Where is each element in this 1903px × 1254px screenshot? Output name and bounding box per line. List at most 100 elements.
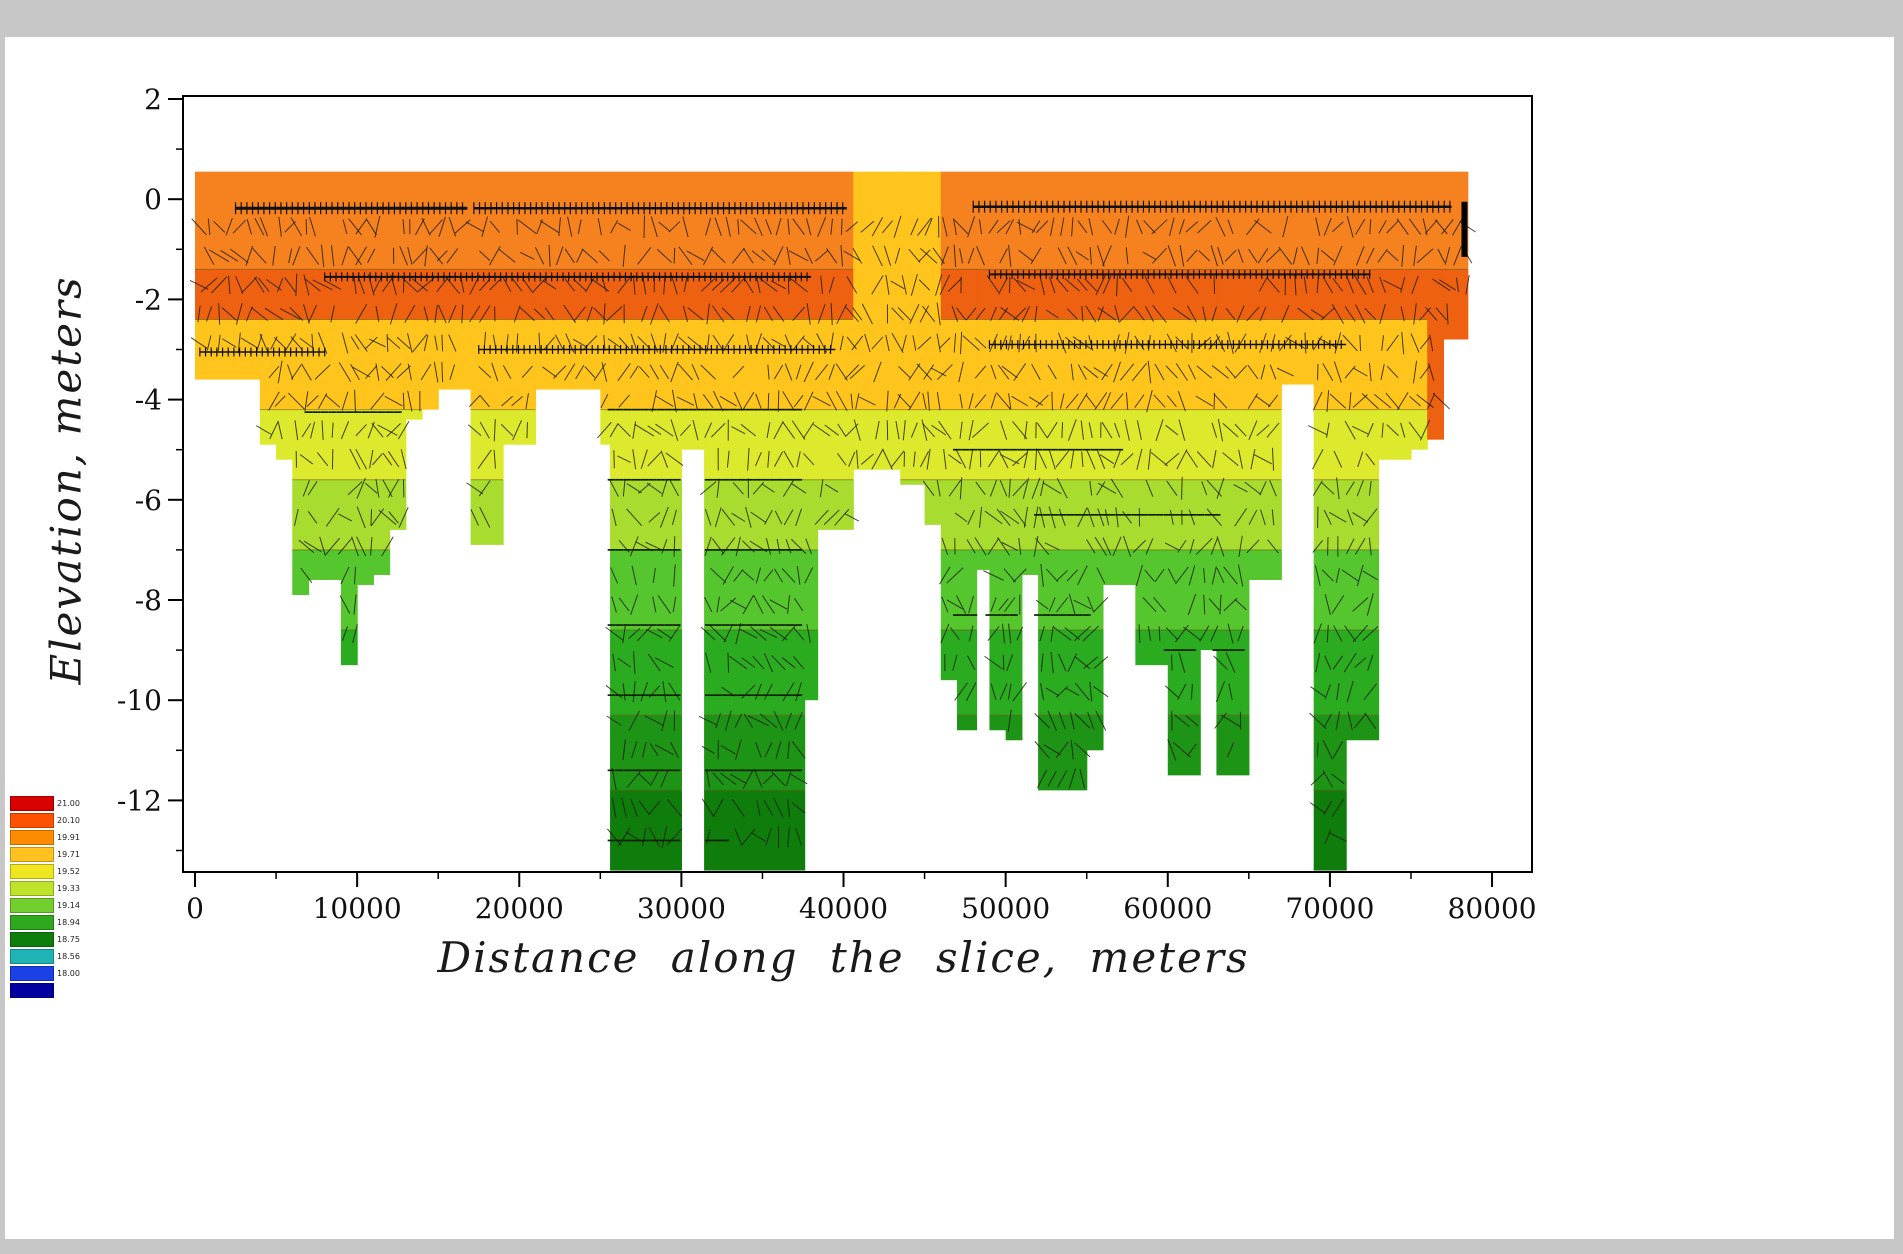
vector-stroke (875, 420, 880, 440)
vector-stroke (704, 536, 712, 557)
contour-band (1346, 269, 1380, 320)
vector-stroke (640, 682, 649, 702)
vector-stroke (488, 246, 501, 266)
vector-stroke (241, 276, 258, 294)
vector-stroke (1321, 569, 1334, 582)
vector-stroke (1102, 392, 1112, 411)
vector-stroke (978, 219, 983, 235)
vector-stroke (289, 306, 304, 321)
vector-stroke (454, 219, 471, 235)
vector-stroke (817, 304, 826, 324)
vector-stroke (1380, 364, 1385, 380)
vector-stroke (617, 657, 631, 668)
vector-stroke (316, 452, 329, 467)
vector-stroke (1452, 217, 1463, 236)
vector-stroke (1234, 508, 1247, 527)
vector-stroke (976, 246, 985, 266)
contour-band (1086, 715, 1104, 751)
vector-stroke (1035, 333, 1037, 353)
vector-stroke (501, 395, 514, 407)
vector-stroke (731, 277, 746, 293)
vector-stroke (512, 420, 523, 441)
contour-band (940, 479, 958, 550)
vector-stroke (953, 333, 957, 353)
legend-entry: 19.91 (10, 829, 80, 846)
contour-band (340, 630, 358, 666)
x-tick-label: 50000 (961, 892, 1050, 925)
vector-stroke (1142, 597, 1157, 612)
vector-stroke (751, 832, 766, 842)
vector-stroke (1439, 279, 1456, 291)
vector-stroke (722, 334, 735, 352)
vector-stroke (644, 715, 665, 727)
vector-stroke (1012, 421, 1028, 440)
vector-stroke (999, 480, 1008, 497)
vector-stroke (573, 306, 586, 322)
vector-stroke (998, 450, 1009, 469)
vector-stroke (1089, 247, 1092, 265)
vector-stroke (764, 683, 773, 700)
contour-band (940, 319, 958, 410)
vector-stroke (1190, 683, 1193, 700)
vector-stroke (622, 683, 626, 701)
vector-stroke (622, 479, 626, 497)
vector-stroke (740, 219, 757, 235)
vector-stroke (1222, 422, 1239, 438)
vector-stroke (478, 480, 491, 497)
vector-stroke (921, 419, 928, 441)
vector-stroke (936, 333, 941, 353)
vector-stroke (927, 391, 930, 411)
vector-stroke (355, 304, 368, 324)
vector-stroke (752, 655, 765, 670)
contour-band (1410, 319, 1428, 410)
contour-band (940, 409, 958, 480)
vector-stroke (787, 798, 791, 817)
vector-stroke (1320, 250, 1335, 262)
vector-stroke (1005, 219, 1014, 235)
vector-stroke (792, 626, 805, 641)
contour-band (989, 715, 1007, 731)
vector-stroke (891, 332, 904, 354)
vector-stroke (586, 306, 593, 322)
vector-stroke (647, 425, 662, 435)
vector-stroke (1312, 391, 1323, 411)
vector-stroke (1031, 364, 1041, 381)
contour-band (957, 715, 978, 731)
vector-stroke (387, 451, 400, 468)
vector-stroke (1008, 244, 1012, 267)
vector-stroke (791, 802, 806, 814)
vector-stroke (1016, 221, 1036, 232)
vector-stroke (1418, 307, 1432, 321)
vector-stroke (1234, 365, 1247, 379)
contour-band (704, 549, 806, 631)
vector-stroke (479, 395, 490, 408)
vector-stroke (433, 361, 439, 383)
contour-band (1200, 319, 1218, 410)
vector-stroke (1379, 276, 1386, 294)
vector-stroke (1255, 395, 1271, 407)
contour-band (817, 269, 854, 320)
vector-stroke (1178, 219, 1185, 235)
vector-stroke (759, 277, 778, 292)
vector-stroke (1077, 220, 1088, 234)
vector-stroke (1362, 626, 1379, 641)
vector-stroke (734, 739, 742, 761)
contour-band (357, 549, 374, 585)
vector-stroke (446, 248, 459, 264)
vector-stroke (860, 453, 874, 465)
vector-stroke (621, 797, 628, 819)
vector-stroke (864, 333, 871, 353)
vector-stroke (255, 425, 272, 436)
contour-band (1248, 549, 1282, 580)
vector-stroke (385, 363, 402, 381)
vector-stroke (702, 394, 714, 409)
vector-stroke (786, 826, 791, 848)
vector-stroke (466, 482, 484, 495)
contour-band (1443, 269, 1469, 340)
vector-stroke (962, 335, 980, 351)
vector-stroke (1089, 681, 1093, 702)
vector-stroke (1313, 623, 1322, 644)
vector-stroke (1213, 655, 1228, 670)
vector-stroke (710, 567, 727, 584)
vector-stroke (844, 513, 860, 522)
